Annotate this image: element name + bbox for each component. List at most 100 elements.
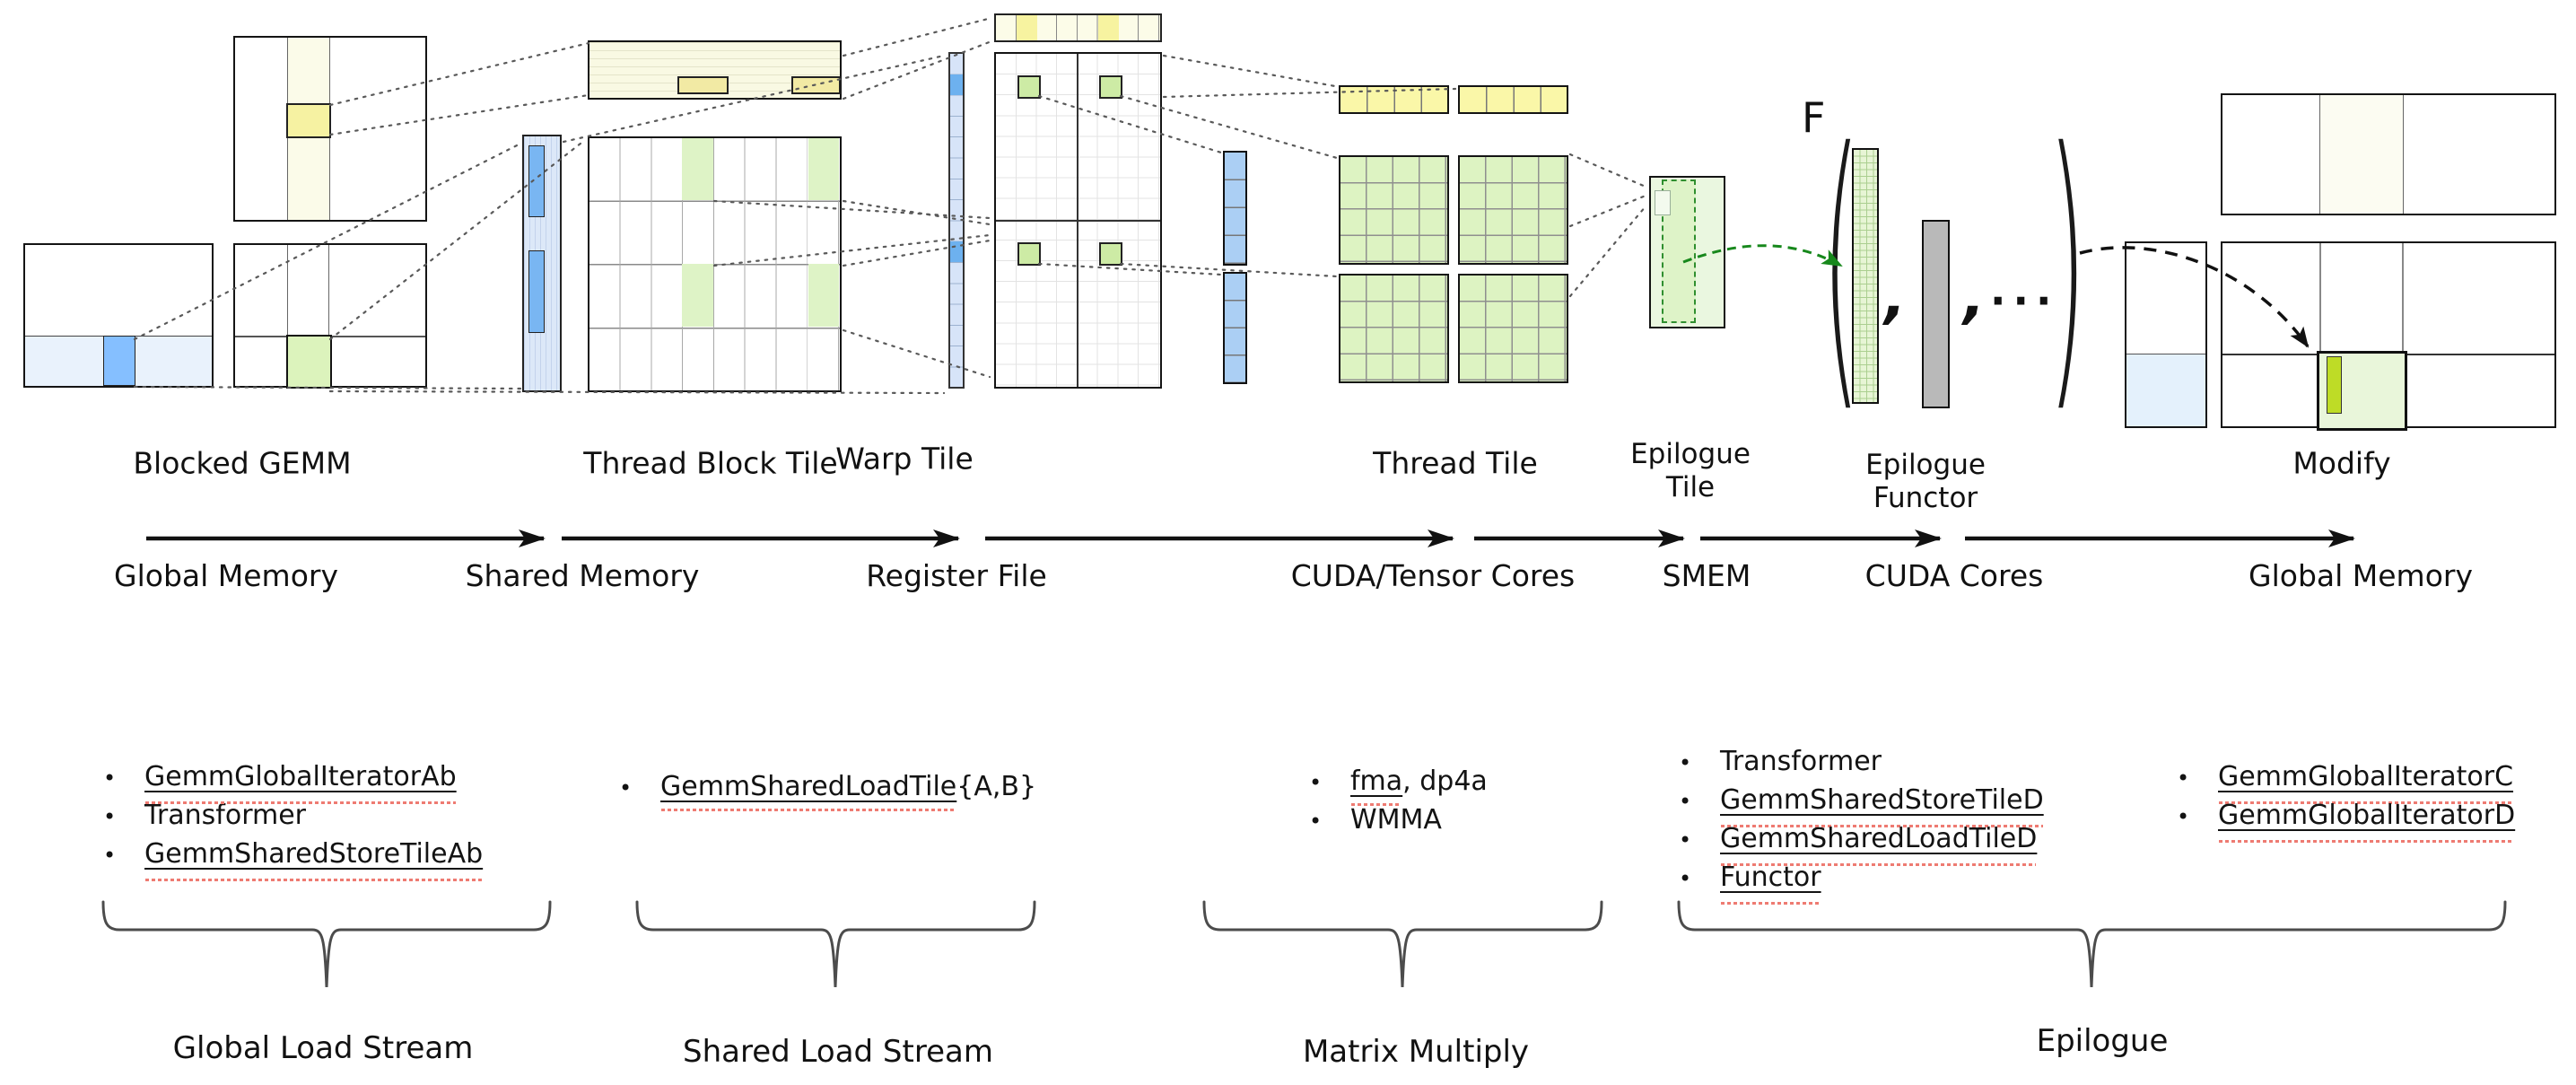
threadblock-smem-a-strip bbox=[522, 135, 562, 392]
warp-a-strip bbox=[948, 52, 965, 389]
functor-f-symbol: F bbox=[1802, 93, 1826, 142]
thread-b-strip bbox=[1339, 85, 1449, 114]
list-item: • GemmSharedLoadTile{A,B} bbox=[619, 768, 1036, 807]
list-item-text: Functor bbox=[1720, 859, 1821, 905]
list-item: • GemmGlobalIteratorAb bbox=[103, 758, 483, 804]
list-item: • GemmSharedStoreTileAb bbox=[103, 836, 483, 881]
pipeline-label-cuda-cores: CUDA Cores bbox=[1864, 558, 2044, 593]
list-item: • Transformer bbox=[103, 797, 483, 836]
thread-accumulator-grid bbox=[1339, 274, 1449, 383]
stream-label-epilogue: Epilogue bbox=[2036, 1023, 2169, 1059]
label-epilogue-functor-line2: Functor bbox=[1873, 482, 1978, 514]
label-epilogue-tile-line2: Tile bbox=[1665, 471, 1716, 503]
stream-label-matrix-multiply: Matrix Multiply bbox=[1302, 1034, 1530, 1070]
pipeline-label-global-memory-2: Global Memory bbox=[2249, 558, 2473, 593]
bullet-list-matrix-multiply: • fma, dp4a • WMMA bbox=[1309, 763, 1488, 840]
modify-green-block bbox=[2317, 351, 2407, 431]
list-item-text: , dp4a bbox=[1402, 766, 1488, 797]
warp-green-cell bbox=[1017, 242, 1041, 266]
list-item-text: GemmSharedLoadTile bbox=[660, 771, 957, 802]
threadblock-b-fragment-1 bbox=[677, 76, 729, 94]
list-item-text: GemmGlobalIteratorD bbox=[2218, 797, 2515, 843]
bullet: • bbox=[619, 775, 633, 801]
warp-b-highlight bbox=[1017, 15, 1037, 40]
warp-b-highlight bbox=[1098, 15, 1119, 40]
list-item-text: GemmGlobalIteratorC bbox=[2218, 758, 2513, 804]
bullet-list-global-store: • GemmGlobalIteratorC • GemmGlobalIterat… bbox=[2177, 758, 2515, 843]
thread-accumulator-grid bbox=[1458, 274, 1568, 383]
bullet: • bbox=[1679, 827, 1692, 853]
functor-ellipsis: ··· bbox=[1990, 276, 2059, 325]
list-item: • GemmSharedStoreTileD bbox=[1679, 782, 2044, 827]
bullet: • bbox=[1679, 789, 1692, 814]
label-thread-tile: Thread Tile bbox=[1373, 445, 1538, 481]
list-item: • GemmSharedLoadTileD bbox=[1679, 820, 2044, 866]
label-epilogue-tile-line1: Epilogue bbox=[1630, 438, 1751, 470]
modify-left-blue-block bbox=[2126, 354, 2205, 426]
bullet-list-global-load: • GemmGlobalIteratorAb • Transformer • G… bbox=[103, 758, 483, 881]
threadblock-smem-b-strip bbox=[588, 40, 842, 100]
label-epilogue-tile: Epilogue Tile bbox=[1630, 438, 1751, 504]
threadblock-green-band bbox=[682, 264, 713, 327]
pipeline-label-smem: SMEM bbox=[1662, 558, 1751, 593]
functor-close-paren: ) bbox=[2048, 91, 2087, 441]
warp-tile-grid bbox=[994, 52, 1162, 389]
modify-chartreuse-bar bbox=[2327, 356, 2342, 414]
thread-accumulator-grid bbox=[1458, 155, 1568, 265]
list-item-text: fma bbox=[1350, 766, 1403, 797]
epilogue-tile-fragment-box bbox=[1655, 190, 1671, 215]
list-item: • WMMA bbox=[1309, 801, 1488, 840]
warp-a-highlight bbox=[950, 74, 963, 95]
pipeline-label-global-memory-1: Global Memory bbox=[114, 558, 338, 593]
list-item-text: GemmGlobalIteratorAb bbox=[144, 758, 457, 804]
bullet: • bbox=[1309, 809, 1323, 834]
modify-top-matrix bbox=[2221, 93, 2556, 215]
matrix-c-blocked bbox=[23, 243, 214, 388]
pipeline-label-cuda-tensor-cores: CUDA/Tensor Cores bbox=[1290, 558, 1576, 593]
label-modify: Modify bbox=[2292, 445, 2391, 481]
bullet: • bbox=[2177, 804, 2190, 829]
matrix-b-blocked bbox=[233, 36, 427, 222]
matrix-a-green-block bbox=[286, 335, 332, 389]
matrix-b-yellow-block bbox=[286, 103, 331, 138]
threadblock-green-band bbox=[682, 138, 713, 200]
bullet: • bbox=[2177, 766, 2190, 791]
warp-green-cell bbox=[1099, 242, 1122, 266]
list-item: • Transformer bbox=[1679, 743, 2044, 782]
functor-gray-bar bbox=[1922, 220, 1950, 408]
threadblock-tile-grid bbox=[588, 136, 842, 392]
list-item: • GemmGlobalIteratorD bbox=[2177, 797, 2515, 843]
threadblock-a-fragment-2 bbox=[528, 250, 545, 333]
bullet: • bbox=[103, 843, 117, 868]
list-item-text: GemmSharedStoreTileD bbox=[1720, 782, 2044, 827]
epilogue-tile bbox=[1649, 176, 1725, 328]
list-item-text: WMMA bbox=[1350, 804, 1442, 836]
list-item-text: {A,B} bbox=[956, 771, 1037, 802]
bullet-list-epilogue: • Transformer • GemmSharedStoreTileD • G… bbox=[1679, 743, 2044, 905]
stream-label-shared-load: Shared Load Stream bbox=[683, 1034, 993, 1070]
functor-comma: , bbox=[1963, 265, 1986, 331]
label-blocked-gemm: Blocked GEMM bbox=[133, 445, 352, 481]
threadblock-green-band bbox=[808, 264, 839, 327]
thread-accumulator-grid bbox=[1339, 155, 1449, 265]
list-item-text: GemmSharedLoadTileD bbox=[1720, 820, 2037, 866]
threadblock-green-band bbox=[808, 138, 839, 200]
threadblock-a-fragment-1 bbox=[528, 145, 545, 217]
bullet: • bbox=[1679, 866, 1692, 891]
stream-label-global-load: Global Load Stream bbox=[172, 1030, 474, 1066]
label-thread-block-tile: Thread Block Tile bbox=[583, 445, 838, 481]
list-item-text: Transformer bbox=[1720, 746, 1882, 777]
label-epilogue-functor: Epilogue Functor bbox=[1865, 449, 1986, 515]
functor-accumulator-column bbox=[1852, 148, 1879, 404]
list-item: • fma, dp4a bbox=[1309, 763, 1488, 801]
bullet: • bbox=[1309, 770, 1323, 795]
threadblock-b-fragment-2 bbox=[791, 76, 841, 94]
warp-green-cell bbox=[1017, 75, 1041, 99]
functor-comma: , bbox=[1884, 265, 1907, 331]
label-warp-tile: Warp Tile bbox=[835, 441, 974, 477]
modify-left-piece bbox=[2125, 241, 2207, 428]
list-item-text: Transformer bbox=[144, 800, 307, 831]
warp-b-strip bbox=[994, 13, 1162, 42]
list-item: • GemmGlobalIteratorC bbox=[2177, 758, 2515, 804]
